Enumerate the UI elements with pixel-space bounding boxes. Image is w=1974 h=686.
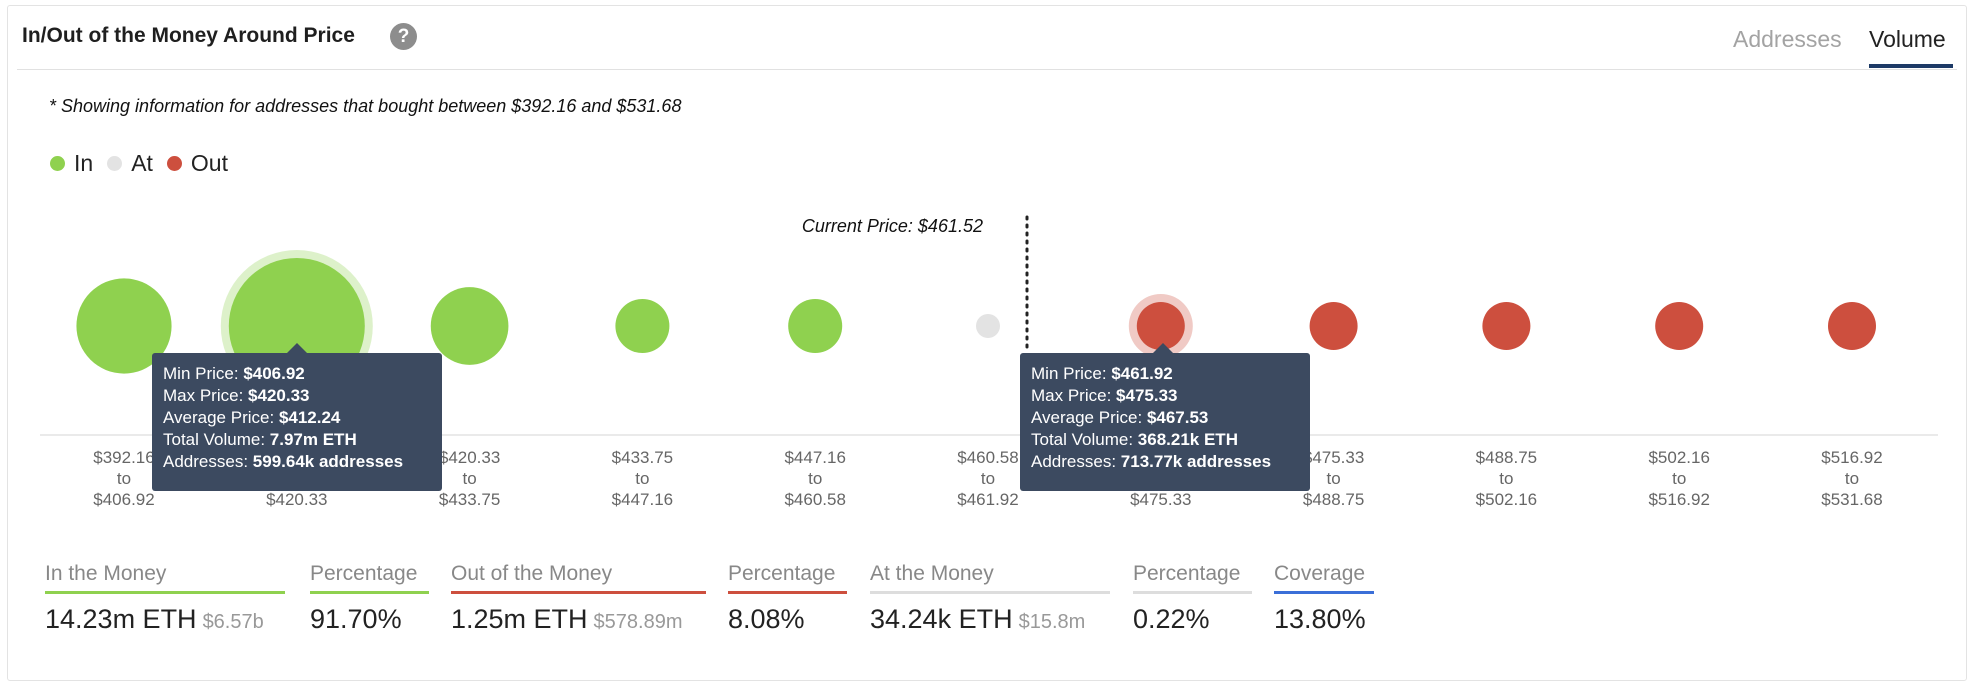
legend-dot-at: [107, 156, 123, 171]
legend-item-out[interactable]: Out: [166, 150, 228, 177]
tick-label-from: $392.16: [93, 448, 154, 467]
tooltip-row-min: Min Price: $461.92: [1031, 364, 1173, 383]
bubble-in[interactable]: [76, 278, 172, 374]
tick-label-from: $502.16: [1648, 448, 1709, 467]
summary-value: 1.25m ETH $578.89m: [451, 604, 683, 634]
active-tab-indicator: [1869, 64, 1953, 68]
tooltip-row-volume: Total Volume: 368.21k ETH: [1031, 430, 1238, 449]
tick-label-from: $447.16: [784, 448, 845, 467]
legend-label-at: At: [131, 150, 153, 176]
tooltip-row-min: Min Price: $406.92: [163, 364, 305, 383]
tooltip-row-volume: Total Volume: 7.97m ETH: [163, 430, 357, 449]
summary-usd: $578.89m: [593, 611, 683, 633]
summary-out-of-the-money: Out of the Money 1.25m ETH $578.89m: [451, 562, 706, 635]
summary-out-percentage: Percentage 8.08%: [728, 562, 847, 635]
tick-label-from: $433.75: [612, 448, 673, 467]
tick-label-to: $406.92: [93, 490, 154, 509]
tooltip-bin-2: Min Price: $406.92 Max Price: $420.33 Av…: [152, 343, 442, 491]
tick-label-to-word: to: [808, 469, 822, 488]
tick-label-from: $516.92: [1821, 448, 1882, 467]
legend-label-in: In: [74, 150, 94, 176]
summary-value: 13.80%: [1274, 604, 1366, 634]
summary-usd: $15.8m: [1018, 611, 1086, 633]
bubble-in[interactable]: [615, 299, 670, 353]
tooltip-row-addresses: Addresses: 599.64k addresses: [163, 452, 404, 471]
tooltip-row-avg: Average Price: $467.53: [1031, 408, 1209, 427]
bubble-out[interactable]: [1482, 302, 1531, 350]
help-icon[interactable]: ?: [390, 23, 417, 50]
tooltip-row-avg: Average Price: $412.24: [163, 408, 341, 427]
tick-label-to-word: to: [463, 469, 477, 488]
summary-at-percentage: Percentage 0.22%: [1133, 562, 1252, 635]
summary-value: 34.24k ETH $15.8m: [870, 604, 1086, 634]
tick-label-to-word: to: [981, 469, 995, 488]
tick-label-to-word: to: [1327, 469, 1341, 488]
tick-label-to: $475.33: [1130, 490, 1191, 509]
header-divider: [17, 69, 1957, 70]
summary-label: Percentage: [728, 562, 847, 594]
tick-label-from: $460.58: [957, 448, 1018, 467]
legend-dot-in: [50, 156, 65, 171]
tick-label-to: $516.92: [1648, 490, 1709, 509]
tick-label-from: $488.75: [1476, 448, 1537, 467]
tick-label-to: $433.75: [439, 490, 500, 509]
summary-value: 14.23m ETH $6.57b: [45, 604, 264, 634]
bubble-at[interactable]: [976, 314, 1000, 338]
tick-label-to: $460.58: [784, 490, 845, 509]
summary-value: 0.22%: [1133, 604, 1210, 634]
tick-label-to-word: to: [117, 469, 131, 488]
current-price-label: Current Price: $461.52: [802, 216, 983, 236]
bubble-out[interactable]: [1828, 302, 1876, 350]
price-range-note: * Showing information for addresses that…: [49, 96, 682, 116]
tick-label-to-word: to: [1672, 469, 1686, 488]
tooltip-row-addresses: Addresses: 713.77k addresses: [1031, 452, 1272, 471]
tick-label-to: $447.16: [612, 490, 673, 509]
tick-label-from: $420.33: [439, 448, 500, 467]
tooltip-arrow: [1153, 343, 1173, 353]
summary-value: 91.70%: [310, 604, 402, 634]
summary-coverage: Coverage 13.80%: [1274, 562, 1374, 635]
summary-at-the-money: At the Money 34.24k ETH $15.8m: [870, 562, 1110, 635]
tick-label-to: $531.68: [1821, 490, 1882, 509]
bubble-in[interactable]: [430, 287, 509, 365]
tooltip-row-max: Max Price: $475.33: [1031, 386, 1178, 405]
tick-label-to-word: to: [1499, 469, 1513, 488]
legend-label-out: Out: [190, 150, 228, 176]
summary-label: At the Money: [870, 562, 1110, 594]
bubble-in[interactable]: [788, 299, 843, 353]
chart-title: In/Out of the Money Around Price: [22, 24, 355, 47]
summary-label: Percentage: [310, 562, 429, 594]
summary-value: 8.08%: [728, 604, 805, 634]
tick-label-to-word: to: [635, 469, 649, 488]
tab-volume[interactable]: Volume: [1869, 26, 1946, 52]
tab-addresses[interactable]: Addresses: [1733, 26, 1842, 52]
legend-item-at[interactable]: At: [107, 150, 153, 177]
legend-item-in[interactable]: In: [50, 150, 93, 177]
tick-label-to-word: to: [1845, 469, 1859, 488]
summary-label: Percentage: [1133, 562, 1252, 594]
tick-label-from: $475.33: [1303, 448, 1364, 467]
summary-in-percentage: Percentage 91.70%: [310, 562, 429, 635]
summary-label: Out of the Money: [451, 562, 706, 594]
summary-usd: $6.57b: [202, 611, 264, 633]
summary-label: In the Money: [45, 562, 285, 594]
bubble-out[interactable]: [1309, 302, 1358, 350]
legend: In At Out: [50, 150, 242, 177]
tooltip-bin-7: Min Price: $461.92 Max Price: $475.33 Av…: [1020, 343, 1310, 491]
tick-label-to: $420.33: [266, 490, 327, 509]
bubble-out[interactable]: [1655, 302, 1704, 350]
tooltip-row-max: Max Price: $420.33: [163, 386, 310, 405]
summary-label: Coverage: [1274, 562, 1374, 594]
legend-dot-out: [166, 156, 182, 171]
summary-in-the-money: In the Money 14.23m ETH $6.57b: [45, 562, 285, 635]
tick-label-to: $461.92: [957, 490, 1018, 509]
tick-label-to: $488.75: [1303, 490, 1364, 509]
bubble-out[interactable]: [1136, 302, 1185, 350]
tick-label-to: $502.16: [1476, 490, 1537, 509]
tooltip-arrow: [287, 343, 307, 353]
